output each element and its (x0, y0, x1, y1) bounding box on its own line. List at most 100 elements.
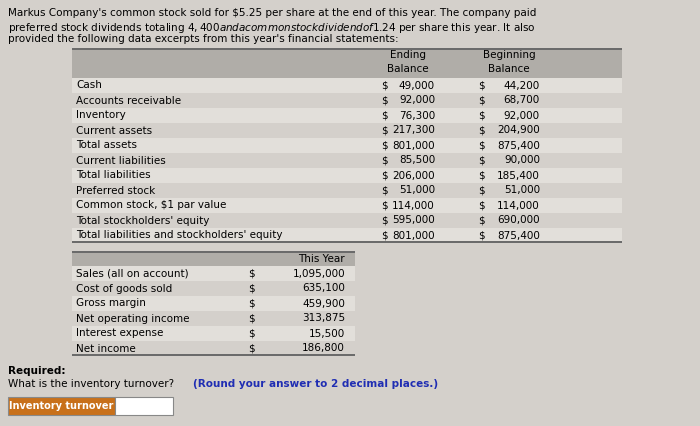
Text: 92,000: 92,000 (399, 95, 435, 106)
Text: Sales (all on account): Sales (all on account) (76, 268, 188, 279)
Text: Preferred stock: Preferred stock (76, 185, 155, 196)
Text: Net income: Net income (76, 343, 136, 354)
Bar (72, 241, 622, 243)
Text: Total assets: Total assets (76, 141, 137, 150)
Text: $: $ (381, 185, 388, 196)
Text: 204,900: 204,900 (497, 126, 540, 135)
Text: 49,000: 49,000 (399, 81, 435, 90)
Text: What is the inventory turnover?: What is the inventory turnover? (8, 379, 177, 389)
Text: $: $ (478, 185, 484, 196)
Bar (72, 296, 355, 311)
Text: Inventory: Inventory (76, 110, 126, 121)
Text: 90,000: 90,000 (504, 155, 540, 165)
Text: $: $ (381, 201, 388, 210)
Text: 114,000: 114,000 (392, 201, 435, 210)
Text: Ending: Ending (390, 50, 426, 60)
Text: $: $ (478, 201, 484, 210)
Text: $: $ (478, 110, 484, 121)
Text: $: $ (248, 328, 255, 339)
Text: Required:: Required: (8, 366, 66, 376)
Bar (72, 108, 622, 123)
Text: $: $ (381, 155, 388, 165)
Text: $: $ (248, 283, 255, 294)
Text: Balance: Balance (488, 63, 530, 74)
Text: 313,875: 313,875 (302, 314, 345, 323)
Text: Net operating income: Net operating income (76, 314, 190, 323)
Bar (72, 153, 622, 168)
Bar (72, 326, 355, 341)
Text: $: $ (478, 216, 484, 225)
Text: 85,500: 85,500 (399, 155, 435, 165)
Text: preferred stock dividends totaling $4,400 and a common stock dividend of $1.24 p: preferred stock dividends totaling $4,40… (8, 21, 536, 35)
Text: Cash: Cash (76, 81, 102, 90)
Bar (72, 138, 622, 153)
Text: Total stockholders' equity: Total stockholders' equity (76, 216, 209, 225)
Text: Inventory turnover: Inventory turnover (9, 401, 113, 411)
Text: $: $ (381, 141, 388, 150)
Text: 217,300: 217,300 (392, 126, 435, 135)
Text: Interest expense: Interest expense (76, 328, 163, 339)
Bar (72, 168, 622, 183)
Bar (72, 78, 622, 93)
Text: 76,300: 76,300 (399, 110, 435, 121)
Text: $: $ (381, 230, 388, 241)
Text: 595,000: 595,000 (392, 216, 435, 225)
Text: 635,100: 635,100 (302, 283, 345, 294)
Text: $: $ (248, 314, 255, 323)
Bar (72, 93, 622, 108)
Text: $: $ (478, 230, 484, 241)
FancyBboxPatch shape (8, 397, 115, 415)
Text: Accounts receivable: Accounts receivable (76, 95, 181, 106)
Text: $: $ (381, 95, 388, 106)
Bar (72, 266, 355, 281)
Text: 801,000: 801,000 (393, 141, 435, 150)
Text: Common stock, $1 par value: Common stock, $1 par value (76, 201, 226, 210)
Text: 51,000: 51,000 (399, 185, 435, 196)
Text: Balance: Balance (387, 63, 429, 74)
Bar (72, 341, 355, 356)
Text: 15,500: 15,500 (309, 328, 345, 339)
Bar (72, 198, 622, 213)
Text: $: $ (248, 299, 255, 308)
Text: 185,400: 185,400 (497, 170, 540, 181)
Bar (72, 251, 355, 266)
Bar (72, 48, 622, 50)
Text: $: $ (248, 343, 255, 354)
Bar (72, 228, 622, 243)
Text: Total liabilities and stockholders' equity: Total liabilities and stockholders' equi… (76, 230, 283, 241)
Text: $: $ (478, 141, 484, 150)
Text: Total liabilities: Total liabilities (76, 170, 150, 181)
Text: 1,095,000: 1,095,000 (293, 268, 345, 279)
Text: $: $ (381, 81, 388, 90)
Bar (72, 213, 622, 228)
Text: $: $ (381, 170, 388, 181)
Bar (72, 251, 355, 253)
Bar (72, 183, 622, 198)
Bar (72, 48, 622, 78)
Text: 68,700: 68,700 (504, 95, 540, 106)
Bar (72, 311, 355, 326)
Text: Current liabilities: Current liabilities (76, 155, 166, 165)
Text: 114,000: 114,000 (497, 201, 540, 210)
Text: Markus Company's common stock sold for $5.25 per share at the end of this year. : Markus Company's common stock sold for $… (8, 8, 536, 18)
Text: (Round your answer to 2 decimal places.): (Round your answer to 2 decimal places.) (193, 379, 438, 389)
Text: $: $ (478, 126, 484, 135)
Text: 92,000: 92,000 (504, 110, 540, 121)
Text: 206,000: 206,000 (393, 170, 435, 181)
Text: This Year: This Year (298, 253, 345, 264)
Text: 875,400: 875,400 (497, 230, 540, 241)
Text: provided the following data excerpts from this year's financial statements:: provided the following data excerpts fro… (8, 34, 398, 44)
Bar (72, 354, 355, 356)
Text: Current assets: Current assets (76, 126, 152, 135)
Text: 44,200: 44,200 (504, 81, 540, 90)
Text: 690,000: 690,000 (498, 216, 540, 225)
Text: $: $ (478, 95, 484, 106)
Text: $: $ (478, 170, 484, 181)
Text: $: $ (248, 268, 255, 279)
Text: $: $ (478, 155, 484, 165)
Text: Gross margin: Gross margin (76, 299, 146, 308)
Text: 51,000: 51,000 (504, 185, 540, 196)
Text: Beginning: Beginning (483, 50, 536, 60)
Text: $: $ (381, 126, 388, 135)
Text: 459,900: 459,900 (302, 299, 345, 308)
